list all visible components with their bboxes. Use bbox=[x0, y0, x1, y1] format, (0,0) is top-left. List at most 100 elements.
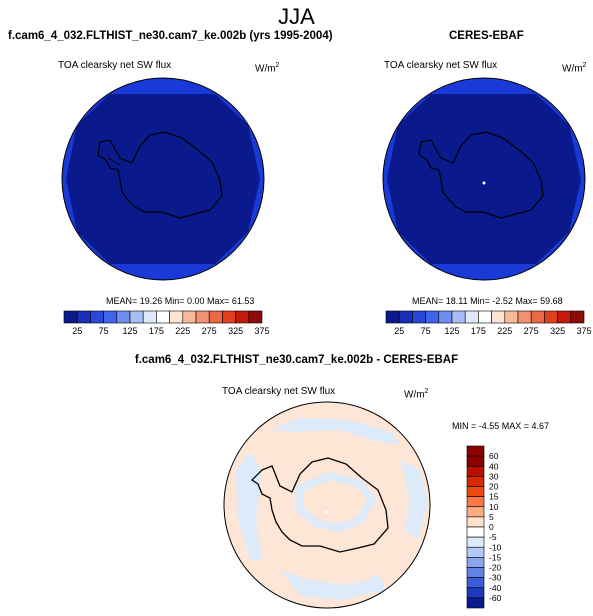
colorbar-box bbox=[248, 310, 263, 324]
colorbar-box bbox=[76, 310, 91, 324]
colorbar-tick-label: 375 bbox=[576, 326, 591, 336]
colorbar-tick-label: 325 bbox=[550, 326, 565, 336]
colorbar-box bbox=[466, 516, 485, 528]
colorbar-tick-label: -40 bbox=[489, 583, 502, 593]
colorbar-box bbox=[530, 310, 545, 324]
colorbar-tick-label: -20 bbox=[489, 563, 502, 573]
colorbar-tick-label: -60 bbox=[489, 593, 502, 603]
diff-coastline bbox=[250, 457, 389, 553]
colorbar-box bbox=[438, 310, 453, 324]
colorbar-box bbox=[557, 310, 572, 324]
colorbar-tick-label: 175 bbox=[471, 326, 486, 336]
colorbar-box bbox=[466, 546, 485, 558]
colorbar-tick-label: 15 bbox=[489, 492, 499, 502]
colorbar-tick-label: 275 bbox=[524, 326, 539, 336]
colorbar-box bbox=[451, 310, 466, 324]
colorbar-box bbox=[570, 310, 585, 324]
left-subtitle: TOA clearsky net SW flux bbox=[58, 60, 172, 71]
colorbar-box bbox=[156, 310, 170, 324]
colorbar-box bbox=[517, 310, 532, 324]
left-units: W/m2 bbox=[255, 62, 280, 75]
colorbar-tick-label: -30 bbox=[489, 573, 502, 583]
diff-units: W/m2 bbox=[404, 388, 429, 401]
right-stats: MEAN= 18.11 Min= -2.52 Max= 59.68 bbox=[412, 296, 563, 306]
colorbar-tick-label: 25 bbox=[394, 326, 404, 336]
season-title: JJA bbox=[278, 4, 315, 29]
colorbar-box bbox=[466, 526, 485, 538]
right-units: W/m2 bbox=[562, 62, 587, 75]
colorbar-tick-label: 0 bbox=[489, 522, 494, 532]
colorbar-box bbox=[182, 310, 197, 324]
colorbar-box bbox=[142, 310, 157, 324]
left-coastline bbox=[97, 131, 223, 219]
colorbar-tick-label: 60 bbox=[489, 451, 499, 461]
colorbar-box bbox=[466, 486, 485, 497]
diff-map bbox=[223, 401, 431, 609]
colorbar-tick-label: 225 bbox=[175, 326, 190, 336]
colorbar-box bbox=[466, 557, 485, 568]
colorbar-tick-label: 325 bbox=[228, 326, 243, 336]
colorbar-box bbox=[466, 476, 485, 487]
diff-stats: MIN = -4.55 MAX = 4.67 bbox=[452, 421, 550, 431]
right-colorbar bbox=[385, 310, 585, 324]
colorbar-box bbox=[425, 310, 440, 324]
left-colorbar-ticks: 25 75 125 175 225 275 325 375 bbox=[72, 326, 269, 336]
left-colorbar bbox=[63, 310, 263, 324]
colorbar-tick-label: 20 bbox=[489, 482, 499, 492]
right-colorbar-ticks: 25 75 125 175 225 275 325 375 bbox=[394, 326, 591, 336]
colorbar-tick-label: 125 bbox=[444, 326, 459, 336]
colorbar-tick-label: 75 bbox=[421, 326, 431, 336]
colorbar-box bbox=[544, 310, 558, 324]
colorbar-tick-label: 25 bbox=[72, 326, 82, 336]
colorbar-box bbox=[169, 310, 184, 324]
diff-colorbar bbox=[466, 445, 485, 609]
colorbar-box bbox=[466, 587, 485, 599]
colorbar-tick-label: 225 bbox=[497, 326, 512, 336]
colorbar-box bbox=[478, 310, 492, 324]
colorbar-box bbox=[466, 455, 485, 467]
colorbar-box bbox=[466, 465, 485, 477]
model-title: f.cam6_4_032.FLTHIST_ne30.cam7_ke.002b (… bbox=[8, 30, 333, 42]
colorbar-box bbox=[466, 597, 485, 609]
diff-subtitle: TOA clearsky net SW flux bbox=[222, 386, 336, 397]
colorbar-box bbox=[129, 310, 144, 324]
colorbar-tick-label: -5 bbox=[489, 532, 497, 542]
colorbar-tick-label: -15 bbox=[489, 552, 502, 562]
colorbar-tick-label: 10 bbox=[489, 502, 499, 512]
colorbar-tick-label: 175 bbox=[149, 326, 164, 336]
colorbar-box bbox=[195, 310, 210, 324]
colorbar-box bbox=[412, 310, 426, 324]
colorbar-box bbox=[466, 496, 485, 508]
colorbar-tick-label: 75 bbox=[99, 326, 109, 336]
diff-title: f.cam6_4_032.FLTHIST_ne30.cam7_ke.002b -… bbox=[134, 354, 459, 366]
colorbar-box bbox=[491, 310, 506, 324]
colorbar-tick-label: 5 bbox=[489, 512, 494, 522]
colorbar-box bbox=[466, 536, 485, 548]
colorbar-box bbox=[103, 310, 118, 324]
colorbar-box bbox=[235, 310, 250, 324]
left-map bbox=[61, 77, 265, 281]
colorbar-box bbox=[464, 310, 479, 324]
colorbar-box bbox=[222, 310, 236, 324]
colorbar-box bbox=[466, 577, 485, 589]
colorbar-box bbox=[208, 310, 223, 324]
colorbar-box bbox=[63, 310, 78, 324]
colorbar-box bbox=[385, 310, 400, 324]
right-map bbox=[382, 77, 586, 281]
right-coastline bbox=[418, 131, 544, 219]
obs-title: CERES-EBAF bbox=[449, 30, 524, 42]
colorbar-box bbox=[466, 506, 485, 518]
colorbar-box bbox=[504, 310, 519, 324]
left-stats: MEAN= 19.26 Min= 0.00 Max= 61.53 bbox=[106, 296, 255, 306]
colorbar-tick-label: 375 bbox=[254, 326, 269, 336]
colorbar-tick-label: -10 bbox=[489, 542, 502, 552]
colorbar-tick-label: 125 bbox=[122, 326, 137, 336]
colorbar-tick-label: 275 bbox=[202, 326, 217, 336]
colorbar-box bbox=[90, 310, 104, 324]
colorbar-box bbox=[466, 445, 485, 457]
right-subtitle: TOA clearsky net SW flux bbox=[384, 60, 498, 71]
colorbar-tick-label: 30 bbox=[489, 471, 499, 481]
colorbar-tick-label: 40 bbox=[489, 461, 499, 471]
